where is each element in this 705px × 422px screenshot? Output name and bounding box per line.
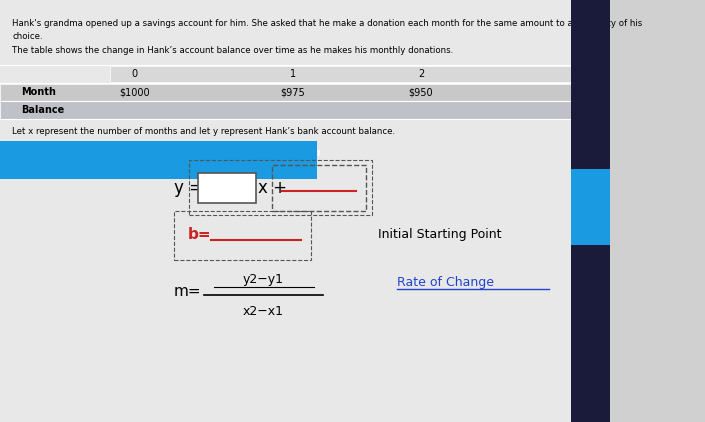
Text: m=: m= xyxy=(174,284,202,299)
Text: Rate of Change: Rate of Change xyxy=(397,276,494,289)
Text: Month: Month xyxy=(21,87,56,97)
Bar xyxy=(570,0,611,422)
Text: slope intercept form.: slope intercept form. xyxy=(6,159,139,169)
Text: I: I xyxy=(224,181,228,194)
Text: y =: y = xyxy=(174,179,203,197)
Text: Let x represent the number of months and let y represent Hank’s bank account bal: Let x represent the number of months and… xyxy=(12,127,396,135)
FancyBboxPatch shape xyxy=(0,0,611,422)
Bar xyxy=(110,66,570,82)
Bar xyxy=(0,84,570,101)
Text: x2−x1: x2−x1 xyxy=(243,305,284,318)
Text: Hank's grandma opened up a savings account for him. She asked that he make a don: Hank's grandma opened up a savings accou… xyxy=(12,19,642,28)
Text: Initial Starting Point: Initial Starting Point xyxy=(379,228,502,241)
Text: Write an equation that represents the situation in: Write an equation that represents the si… xyxy=(6,148,321,158)
Text: choice.: choice. xyxy=(12,32,43,41)
Bar xyxy=(0,101,570,119)
Text: y2−y1: y2−y1 xyxy=(243,273,284,286)
Text: The table shows the change in Hank’s account balance over time as he makes his m: The table shows the change in Hank’s acc… xyxy=(12,46,453,55)
Text: x +: x + xyxy=(257,179,286,197)
Text: Balance: Balance xyxy=(21,105,65,115)
Text: $975: $975 xyxy=(281,87,305,97)
Bar xyxy=(198,173,257,203)
Text: b=: b= xyxy=(188,227,212,242)
Text: 2: 2 xyxy=(418,69,424,79)
Text: 0: 0 xyxy=(131,69,137,79)
FancyBboxPatch shape xyxy=(0,141,317,179)
Bar xyxy=(570,169,611,245)
Text: 1: 1 xyxy=(290,69,296,79)
Text: $950: $950 xyxy=(409,87,434,97)
Text: $1000: $1000 xyxy=(119,87,149,97)
